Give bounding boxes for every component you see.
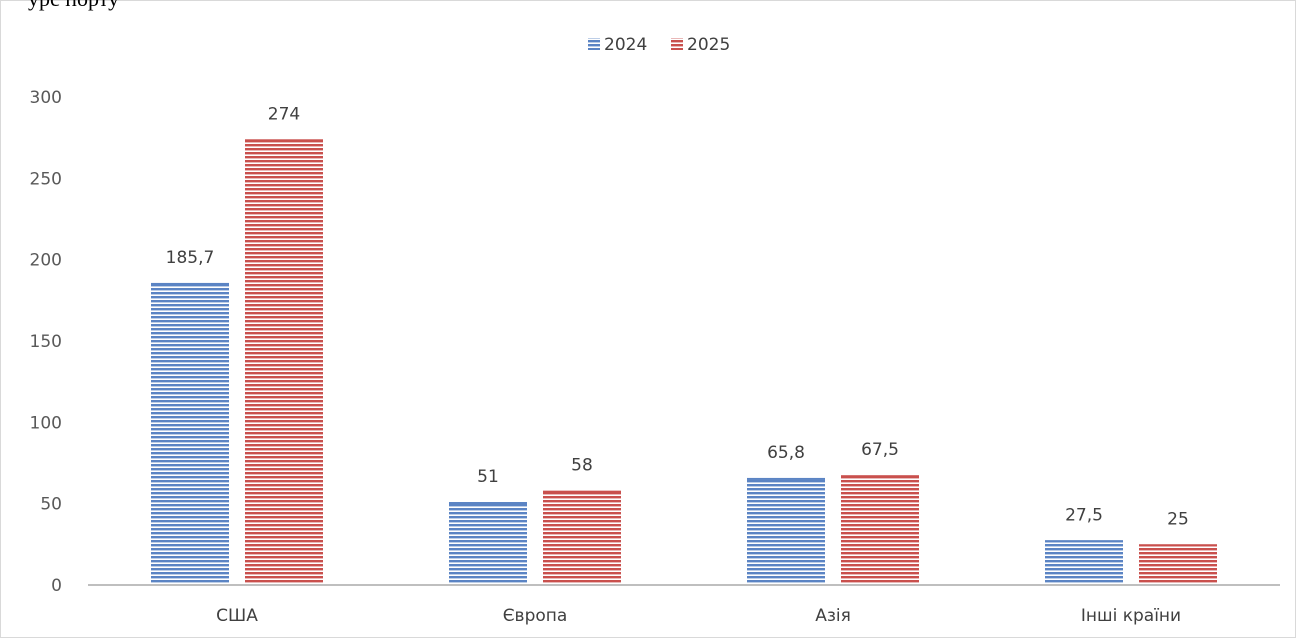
- bar-2025: [543, 490, 621, 585]
- legend-swatch-2025: [671, 38, 683, 50]
- data-label: 274: [268, 104, 300, 124]
- x-axis: США Європа Азія Інші країни: [88, 584, 1280, 626]
- data-label: 58: [571, 456, 593, 476]
- legend: 2024 2025: [588, 35, 730, 55]
- y-tick-label: 50: [40, 495, 62, 515]
- bar-2024: [151, 282, 229, 585]
- cropped-caption-text: урс порту: [28, 0, 119, 12]
- x-category-label: Європа: [503, 606, 568, 626]
- data-label: 65,8: [767, 443, 805, 463]
- legend-swatch-2024: [588, 38, 600, 50]
- y-tick-label: 100: [30, 413, 62, 433]
- bar-2025: [841, 475, 919, 585]
- data-label: 67,5: [861, 440, 899, 460]
- bar-top-edge: [1139, 544, 1217, 547]
- y-tick-label: 300: [30, 88, 62, 108]
- bar-2024: [1045, 540, 1123, 585]
- x-category-label: Інші країни: [1081, 606, 1181, 626]
- bars: [151, 139, 1217, 585]
- bar-top-edge: [151, 282, 229, 285]
- data-label: 185,7: [166, 248, 215, 268]
- data-label: 27,5: [1065, 505, 1103, 525]
- y-tick-label: 250: [30, 169, 62, 189]
- bar-top-edge: [543, 490, 621, 493]
- legend-label: 2025: [687, 35, 730, 55]
- y-axis: 0 50 100 150 200 250 300: [30, 88, 62, 596]
- y-tick-label: 200: [30, 251, 62, 271]
- bar-top-edge: [747, 477, 825, 480]
- y-tick-label: 0: [51, 576, 62, 596]
- legend-label: 2024: [604, 35, 647, 55]
- bar-2025: [1139, 544, 1217, 585]
- bar-top-edge: [1045, 540, 1123, 543]
- bar-2025: [245, 139, 323, 585]
- bar-top-edge: [841, 475, 919, 478]
- bar-top-edge: [245, 139, 323, 142]
- x-category-label: Азія: [815, 606, 851, 626]
- data-label: 51: [477, 467, 499, 487]
- y-tick-label: 150: [30, 332, 62, 352]
- data-labels: 185,7 274 51 58 65,8 67,5 27,5 25: [166, 104, 1189, 529]
- bar-2024: [747, 477, 825, 585]
- data-label: 25: [1167, 509, 1189, 529]
- bar-2024: [449, 502, 527, 585]
- bar-top-edge: [449, 502, 527, 505]
- x-category-label: США: [216, 606, 258, 626]
